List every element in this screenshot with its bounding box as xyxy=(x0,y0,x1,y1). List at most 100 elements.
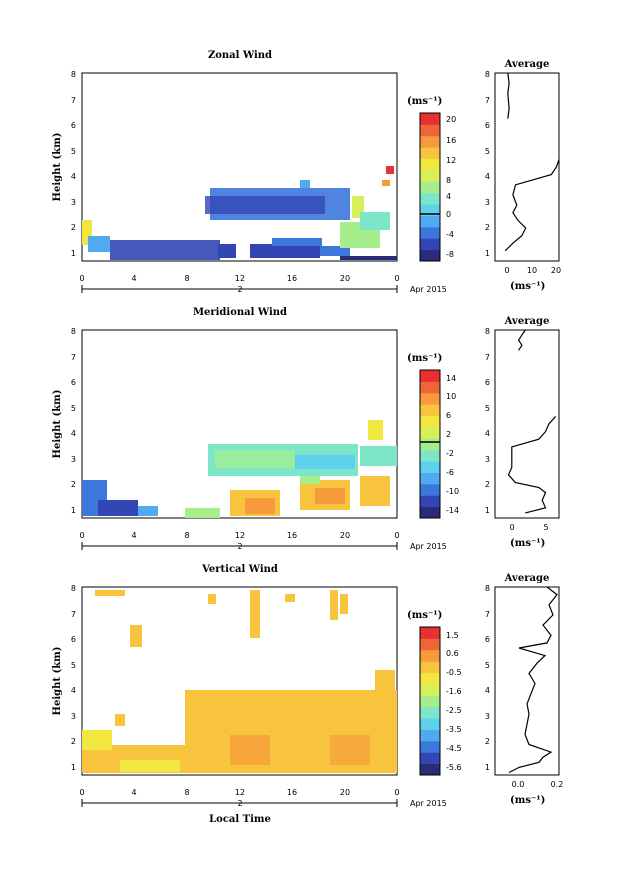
colorbar-meridional xyxy=(420,370,440,519)
colorbar-frame-meridional xyxy=(419,369,441,519)
colorbar-swatch xyxy=(420,249,440,262)
colorbar-swatch xyxy=(420,238,440,251)
average-xticks-vertical: 0.0 0.2 xyxy=(512,780,564,789)
cbar-tick: -4 xyxy=(446,230,454,239)
data-patches-vertical xyxy=(82,590,397,773)
colorbar-swatch xyxy=(420,124,440,137)
xtick: 8 xyxy=(184,274,189,283)
average-profile-meridional xyxy=(507,329,557,514)
colorbar-swatch xyxy=(420,426,440,439)
date-label-meridional: Apr 2015 xyxy=(410,542,447,551)
cbar-tick: -2 xyxy=(446,449,454,458)
xtick: 8 xyxy=(184,788,189,797)
avg-xtick: 0 xyxy=(509,523,514,532)
average-yticks-zonal: 1 2 3 4 5 6 7 8 xyxy=(485,70,490,258)
ytick: 8 xyxy=(485,584,490,593)
colorbar-swatch xyxy=(420,729,440,742)
average-line-upper xyxy=(507,72,510,119)
xtick: 0 xyxy=(79,274,84,283)
ytick: 5 xyxy=(485,147,490,156)
average-xticks-zonal: 0 10 20 xyxy=(504,266,561,275)
ytick: 7 xyxy=(485,610,490,619)
ytick: 7 xyxy=(71,96,76,105)
cbar-tick: 6 xyxy=(446,411,451,420)
colorbar-swatch xyxy=(420,147,440,160)
avg-xtick: 0.2 xyxy=(551,780,564,789)
colorbar-swatch xyxy=(420,627,440,639)
average-xlabel-zonal: (ms⁻¹) xyxy=(510,281,545,292)
average-profile-vertical xyxy=(508,586,558,774)
x-axis-label: Local Time xyxy=(209,814,271,825)
xticks-vertical: 0 4 8 12 16 20 0 xyxy=(79,788,399,797)
ytick: 5 xyxy=(485,661,490,670)
colorbar-swatch xyxy=(420,158,440,171)
average-line xyxy=(508,586,558,774)
yticks-meridional: 1 2 3 4 5 6 7 8 xyxy=(71,327,76,515)
colorbar-ticks-vertical: 1.5 0.6 -0.5 -1.6 -2.5 -3.5 -4.5 -5.6 xyxy=(446,631,462,772)
colorbar-swatch xyxy=(420,695,440,708)
ytick: 4 xyxy=(485,686,490,695)
ytick: 3 xyxy=(485,198,490,207)
panel-zonal: Zonal Wind 0 4 8 12 16 xyxy=(52,50,561,294)
colorbar-swatch xyxy=(420,204,440,216)
colorbar-swatch xyxy=(420,438,440,451)
ytick: 7 xyxy=(71,353,76,362)
y-axis-label-zonal: Height (km) xyxy=(52,133,63,202)
colorbar-swatch xyxy=(420,215,440,228)
ytick: 6 xyxy=(71,378,76,387)
average-xlabel-meridional: (ms⁻¹) xyxy=(510,538,545,549)
cbar-tick: 0 xyxy=(446,210,451,219)
average-frame-meridional xyxy=(494,329,560,519)
avg-xtick: 0.0 xyxy=(512,780,525,789)
ytick: 6 xyxy=(71,635,76,644)
avg-xtick: 0 xyxy=(504,266,509,275)
colorbar-swatch xyxy=(420,381,440,394)
ytick: 3 xyxy=(71,455,76,464)
date-label-vertical: Apr 2015 xyxy=(410,799,447,808)
xtick: 16 xyxy=(287,531,297,540)
average-line-upper xyxy=(517,329,526,351)
ytick: 2 xyxy=(485,480,490,489)
ytick: 5 xyxy=(485,404,490,413)
colorbar-frame-vertical xyxy=(419,626,441,776)
avg-xtick: 20 xyxy=(551,266,561,275)
avg-xtick: 10 xyxy=(527,266,537,275)
data-patches-meridional xyxy=(82,420,397,518)
cbar-tick: 16 xyxy=(446,136,456,145)
panel-title-zonal: Zonal Wind xyxy=(208,50,272,61)
ytick: 1 xyxy=(71,249,76,258)
colorbar-unit-zonal: (ms⁻¹) xyxy=(407,96,442,107)
cbar-tick: -5.6 xyxy=(446,763,462,772)
cbar-tick: -6 xyxy=(446,468,454,477)
ytick: 8 xyxy=(71,70,76,79)
ytick: 1 xyxy=(485,506,490,515)
colorbar-swatch xyxy=(420,672,440,685)
ytick: 4 xyxy=(485,429,490,438)
colorbar-swatch xyxy=(420,449,440,462)
yticks-vertical: 1 2 3 4 5 6 7 8 xyxy=(71,584,76,772)
cbar-tick: 4 xyxy=(446,192,451,201)
plot-frame-meridional xyxy=(81,329,398,519)
colorbar-swatch xyxy=(420,226,440,239)
cbar-tick: 14 xyxy=(446,374,456,383)
cbar-tick: -8 xyxy=(446,250,454,259)
colorbar-swatch xyxy=(420,370,440,382)
xtick: 12 xyxy=(235,788,245,797)
xtick: 4 xyxy=(131,531,136,540)
ytick: 8 xyxy=(71,327,76,336)
cbar-tick: 8 xyxy=(446,176,451,185)
cbar-tick: -0.5 xyxy=(446,668,462,677)
ytick: 6 xyxy=(71,121,76,130)
date-mark-vertical: 2 xyxy=(237,799,242,808)
colorbar-swatch xyxy=(420,752,440,765)
average-yticks-meridional: 1 2 3 4 5 6 7 8 xyxy=(485,327,490,515)
ytick: 6 xyxy=(485,635,490,644)
ytick: 1 xyxy=(485,249,490,258)
xtick: 4 xyxy=(131,788,136,797)
ytick: 4 xyxy=(71,172,76,181)
colorbar-swatch xyxy=(420,683,440,696)
cbar-tick: -3.5 xyxy=(446,725,462,734)
colorbar-swatch xyxy=(420,495,440,508)
colorbar-swatch xyxy=(420,192,440,205)
data-patches-zonal xyxy=(82,166,397,260)
